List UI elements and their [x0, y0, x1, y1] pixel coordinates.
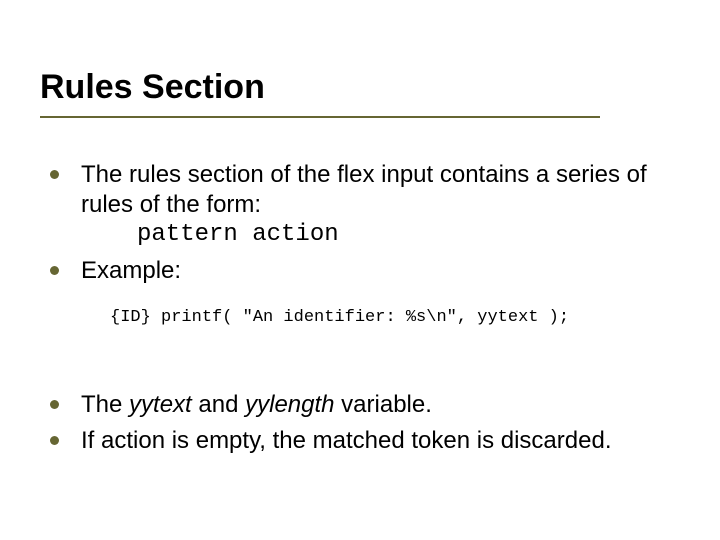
bullet-icon	[50, 170, 59, 179]
bullet1-text: The rules section of the flex input cont…	[81, 161, 647, 218]
slide-title: Rules Section	[40, 68, 265, 107]
body-group-2: The yytext and yylength variable. If act…	[50, 390, 670, 462]
pattern-action-code: pattern action	[81, 220, 670, 250]
bullet3-mid: and	[192, 391, 245, 418]
slide: Rules Section The rules section of the f…	[0, 0, 720, 540]
bullet-icon	[50, 436, 59, 445]
body-group-1: The rules section of the flex input cont…	[50, 160, 670, 292]
bullet-icon	[50, 400, 59, 409]
title-underline	[40, 116, 600, 118]
bullet4-text: If action is empty, the matched token is…	[81, 426, 670, 456]
list-item: The rules section of the flex input cont…	[50, 160, 670, 250]
list-item: If action is empty, the matched token is…	[50, 426, 670, 456]
code-example: {ID} printf( "An identifier: %s\n", yyte…	[110, 308, 569, 327]
bullet-icon	[50, 266, 59, 275]
bullet3-post: variable.	[335, 391, 432, 418]
bullet3-text: The yytext and yylength variable.	[81, 390, 670, 420]
bullet3-yytext: yytext	[129, 391, 192, 418]
list-item: Example:	[50, 256, 670, 286]
bullet3-pre: The	[81, 391, 129, 418]
bullet3-yylength: yylength	[245, 391, 334, 418]
bullet-text: The rules section of the flex input cont…	[81, 160, 670, 250]
bullet2-text: Example:	[81, 256, 670, 286]
list-item: The yytext and yylength variable.	[50, 390, 670, 420]
